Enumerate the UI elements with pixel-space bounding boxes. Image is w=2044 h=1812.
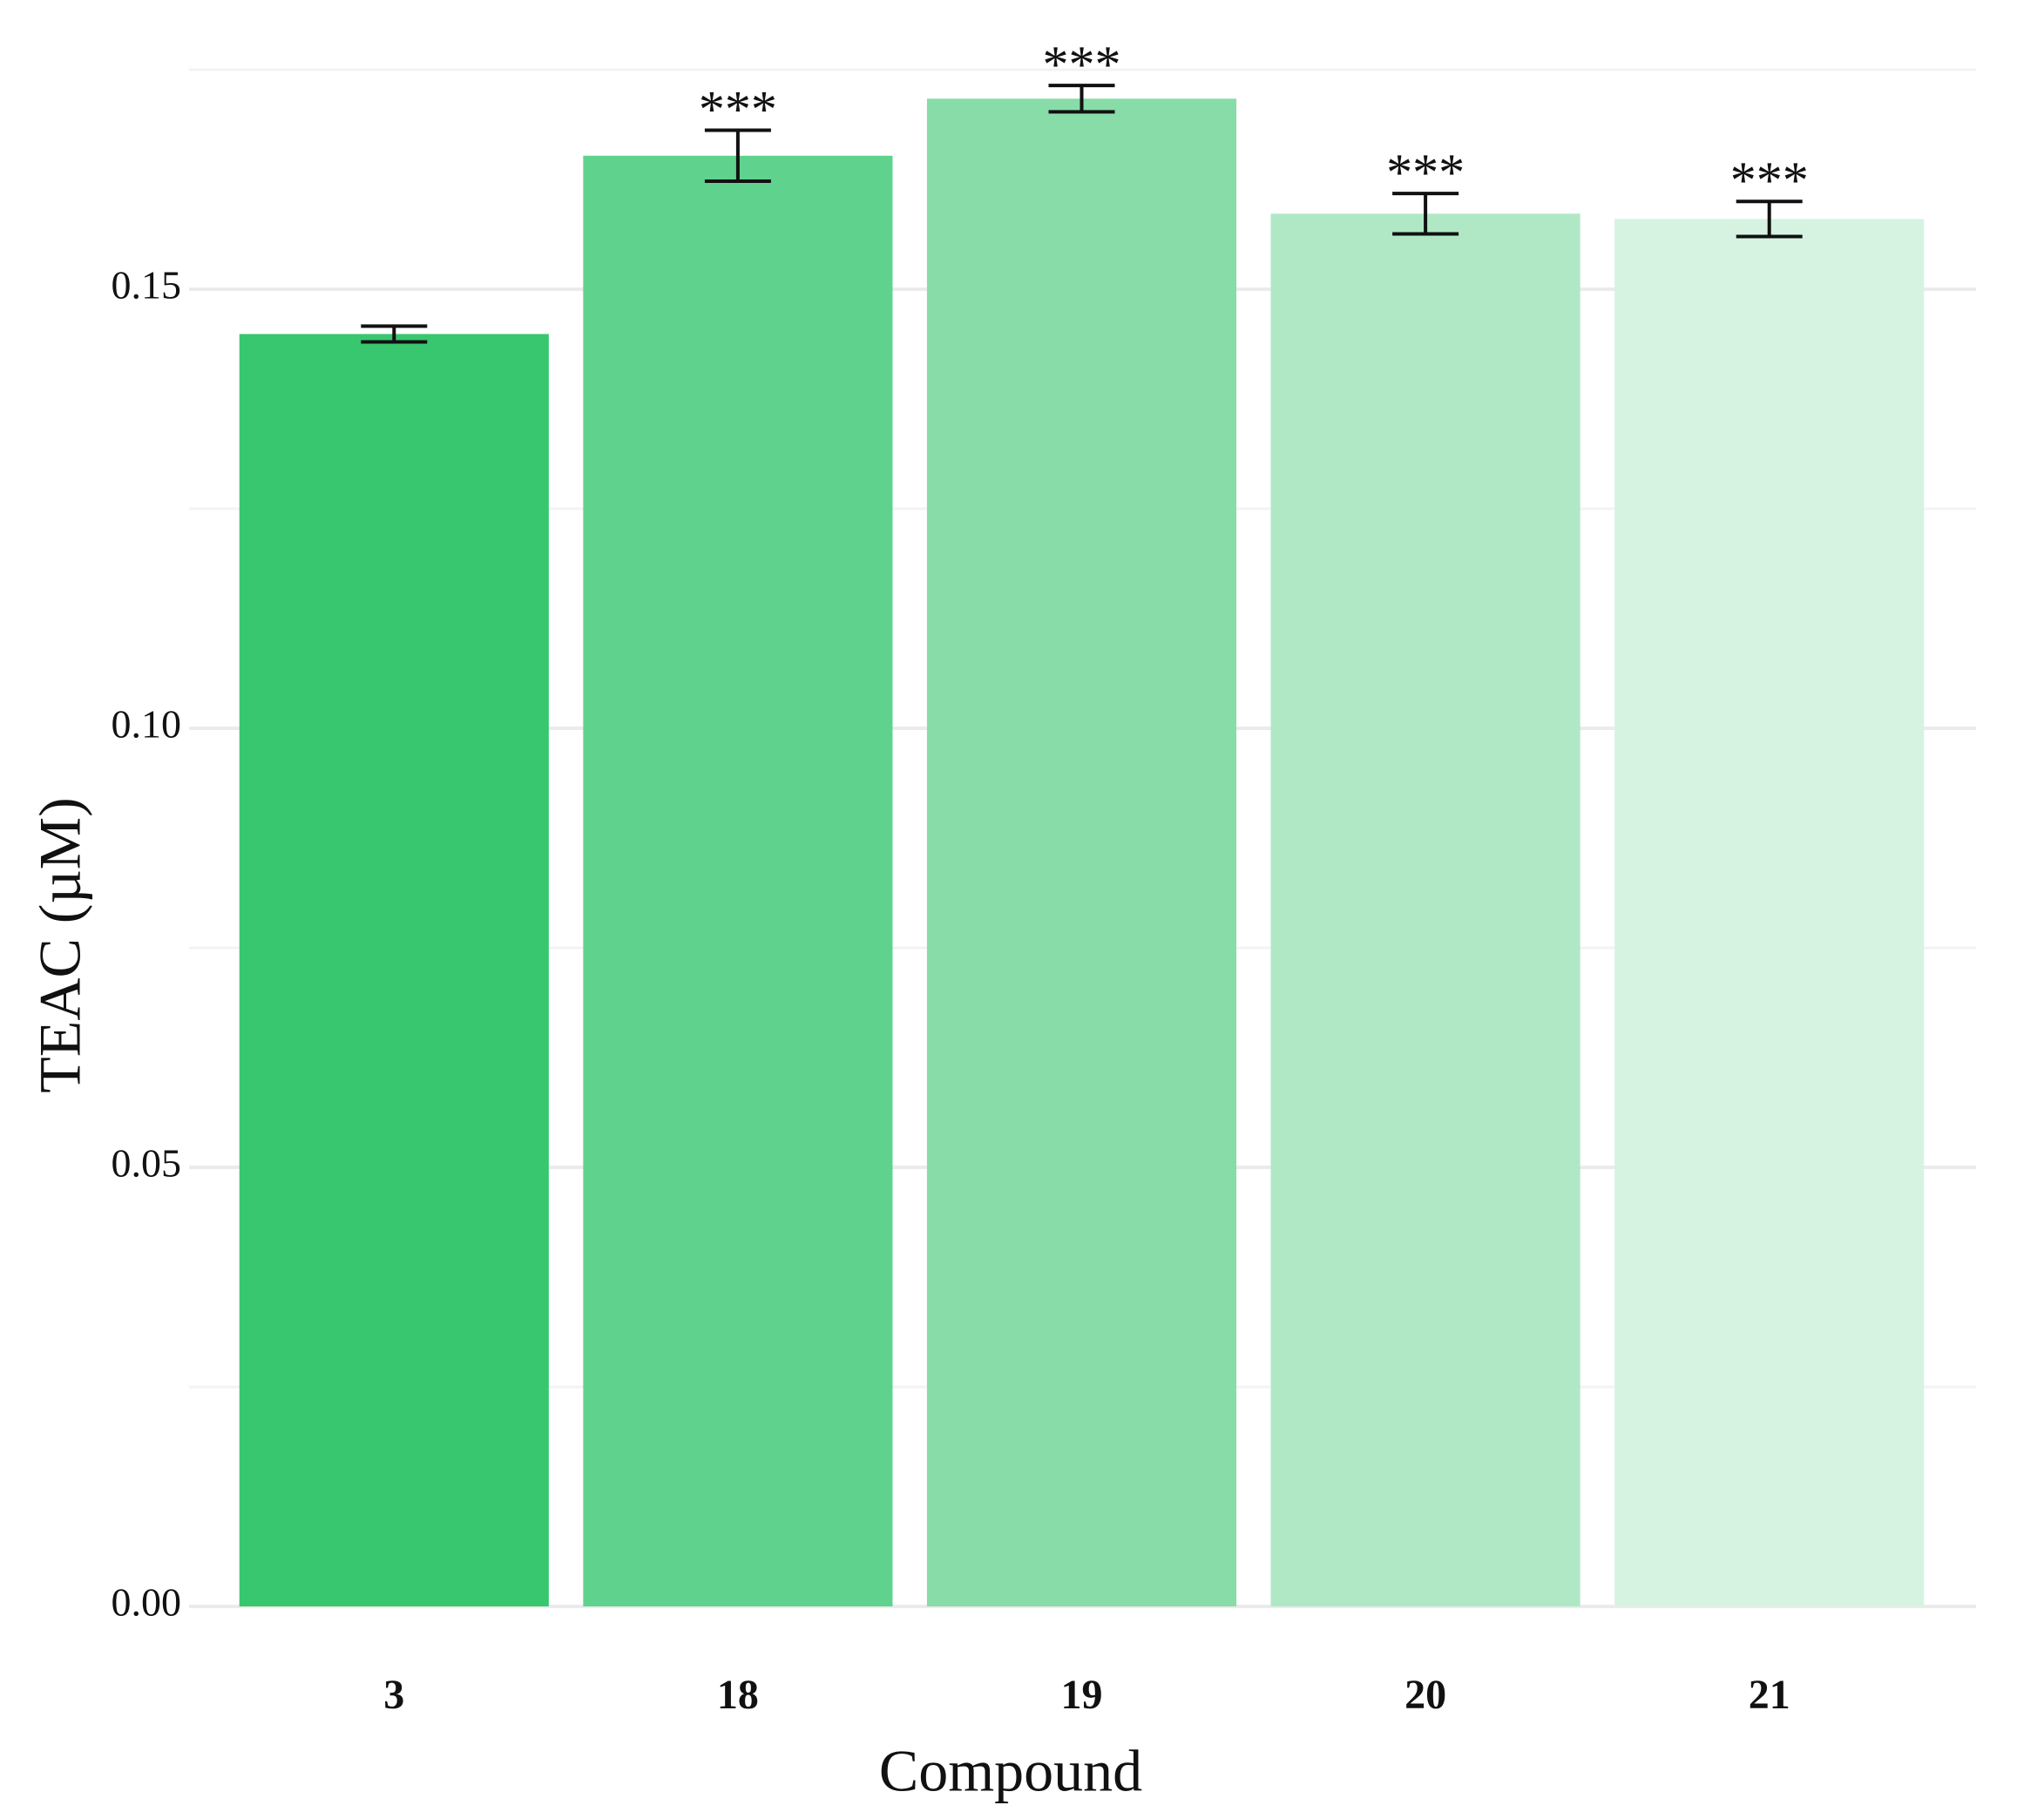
x-tick-label: 19 [1061,1672,1103,1718]
significance-label: *** [1730,152,1809,209]
error-bar [704,128,771,184]
x-tick-label: 18 [717,1672,759,1718]
x-tick-label: 20 [1404,1672,1446,1718]
significance-label: *** [1386,144,1465,201]
y-tick-label: 0.15 [112,263,182,308]
error-bar [361,324,428,344]
significance-label: *** [1043,36,1121,93]
x-axis-title: Compound [879,1738,1142,1804]
bar [583,155,893,1607]
y-tick-label: 0.00 [112,1580,182,1625]
bar [926,98,1237,1606]
y-tick-label: 0.10 [112,702,182,747]
bar [1270,213,1580,1606]
error-bar [1048,84,1115,114]
error-bar [1736,199,1803,239]
significance-label: *** [699,80,777,138]
x-tick-label: 21 [1749,1672,1790,1718]
bar [239,334,549,1607]
x-tick-label: 3 [383,1672,404,1718]
error-bar [1392,192,1459,236]
y-tick-label: 0.05 [112,1141,182,1186]
bar [1614,219,1925,1607]
y-axis-title: TEAC (µM) [27,797,93,1092]
